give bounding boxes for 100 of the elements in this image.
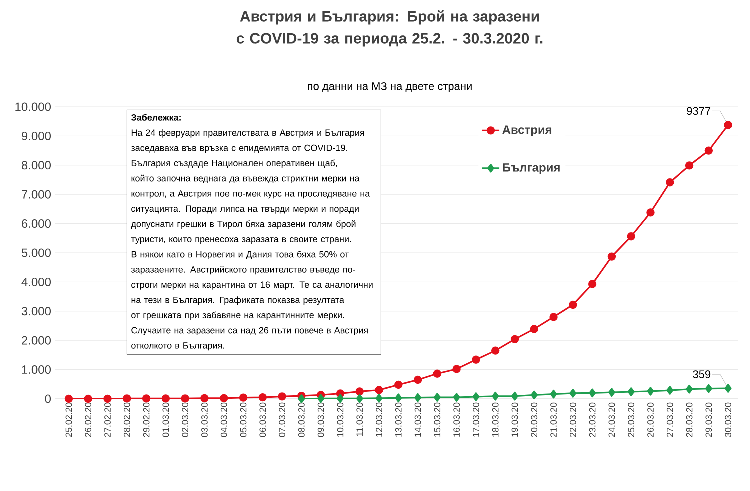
x-tick-label: 30.03.20 <box>725 402 732 438</box>
point <box>318 394 325 404</box>
point <box>588 280 597 288</box>
point <box>608 252 616 261</box>
chart-subtitle: по данни на МЗ на двете страни <box>308 82 472 92</box>
legend-label: Австрия <box>502 126 552 137</box>
x-tick-label: 28.03.20 <box>686 402 693 438</box>
x-tick-label: 25.03.20 <box>628 402 635 438</box>
data-label: 9377 <box>687 107 711 116</box>
point <box>589 388 596 398</box>
point <box>628 388 635 396</box>
x-tick-label: 25.02.20 <box>66 402 72 438</box>
point <box>278 392 286 401</box>
point <box>492 392 500 401</box>
point <box>666 386 674 395</box>
x-tick-label: 02.03.20 <box>182 402 189 438</box>
y-tick-label: 6.000 <box>22 220 51 228</box>
x-tick-label: 24.03.20 <box>608 402 616 438</box>
x-tick-label: 27.03.20 <box>666 402 674 438</box>
x-tick-label: 13.03.20 <box>395 402 402 437</box>
point <box>433 370 442 378</box>
point <box>356 394 364 404</box>
point <box>530 390 538 400</box>
point <box>510 335 520 344</box>
point <box>452 365 461 374</box>
point <box>375 386 384 394</box>
x-tick-label: 22.03.20 <box>570 402 576 438</box>
point <box>394 380 403 390</box>
point <box>104 394 112 404</box>
x-tick-label: 04.03.20 <box>220 402 228 438</box>
x-tick-label: 12.03.20 <box>376 402 382 437</box>
legend-label: България <box>503 164 560 174</box>
point <box>646 208 655 217</box>
point <box>569 300 578 310</box>
point <box>704 146 714 155</box>
point <box>356 388 364 396</box>
x-tick-label: 26.03.20 <box>648 402 654 438</box>
point <box>511 392 518 401</box>
point <box>685 162 694 170</box>
x-tick-label: 19.03.20 <box>512 402 518 437</box>
x-tick-label: 07.03.20 <box>279 402 286 438</box>
x-tick-label: 29.03.20 <box>706 402 712 438</box>
point <box>239 394 248 402</box>
point <box>608 388 616 397</box>
point <box>414 393 422 402</box>
point <box>336 394 344 404</box>
point <box>550 390 558 399</box>
y-tick-label: 0 <box>45 394 52 404</box>
point <box>434 393 441 402</box>
y-tick-label: 1.000 <box>22 366 51 374</box>
x-tick-label: 15.03.20 <box>434 402 441 437</box>
point <box>298 394 306 404</box>
y-tick-label: 3.000 <box>22 307 51 316</box>
x-tick-label: 28.02.20 <box>124 402 130 438</box>
y-tick-label: 7.000 <box>22 190 51 199</box>
x-tick-label: 18.03.20 <box>492 402 499 437</box>
point <box>570 389 577 398</box>
x-tick-label: 09.03.20 <box>318 402 324 438</box>
point <box>724 121 732 130</box>
point <box>181 394 190 403</box>
annotation: Забележка: <box>131 114 181 121</box>
point <box>453 393 460 402</box>
point <box>647 387 654 396</box>
x-tick-label: 14.03.20 <box>414 402 422 437</box>
point <box>530 325 538 334</box>
point <box>162 394 170 403</box>
x-tick-label: 16.03.20 <box>454 402 460 437</box>
point <box>258 393 267 402</box>
text: На 24 февруари правителствата в Австрия и България заседаваха във връзка с епидемията от COVID-19. България създаде Национален оперативен щаб, който започна веднага да въвежда стриктни мерки на контрол, а Австрия пое по-мек курс на проследяване на ситуацията. Поради липса на твърди мерки и поради допуснати грешки в Тирол бяха заразени голям брой туристи, които пренесоха заразата в своите страни. В някои като в Норвегия и Дания това бяха 50% от заразаените. Австрийското правителство въведе по-строги мерки на карантина от 16 март. Те са аналогични на тези в България. Графиката показва резултата от грешката при забавяне на карантинните мерки. Случаите на заразени са над 26 пъти повече в Австрия отколкото в България. <box>131 129 373 351</box>
y-tick-label: 2.000 <box>22 336 51 345</box>
point <box>724 384 732 393</box>
point <box>142 394 151 403</box>
point <box>123 394 132 403</box>
x-tick-label: 21.03.20 <box>550 402 557 438</box>
point <box>200 394 209 403</box>
y-tick-label: 10.000 <box>16 102 51 112</box>
x-tick-label: 20.03.20 <box>531 402 538 438</box>
point <box>550 313 558 322</box>
chart-title: Австрия и България: Брой на заразени с COVID-19 за периода 25.2. - 30.3.2020 г. <box>236 10 543 47</box>
x-tick-label: 06.03.20 <box>260 402 266 438</box>
point <box>64 394 74 404</box>
point <box>84 394 92 404</box>
point <box>395 394 402 403</box>
point <box>414 376 422 384</box>
x-tick-label: 08.03.20 <box>298 402 305 438</box>
point <box>686 384 694 394</box>
y-tick-label: 9.000 <box>22 132 51 140</box>
x-tick-label: 29.02.20 <box>143 402 150 438</box>
x-tick-label: 26.02.20 <box>85 402 92 438</box>
point <box>705 384 712 394</box>
x-tick-label: 01.03.20 <box>162 402 170 438</box>
point <box>376 394 383 403</box>
point <box>492 346 500 355</box>
point <box>666 178 674 187</box>
x-tick-label: 03.03.20 <box>202 402 208 438</box>
x-tick-label: 27.02.20 <box>104 402 111 438</box>
x-tick-label: 23.03.20 <box>589 402 596 438</box>
point <box>472 356 480 364</box>
y-tick-label: 8.000 <box>22 161 51 170</box>
x-tick-label: 17.03.20 <box>473 402 480 437</box>
